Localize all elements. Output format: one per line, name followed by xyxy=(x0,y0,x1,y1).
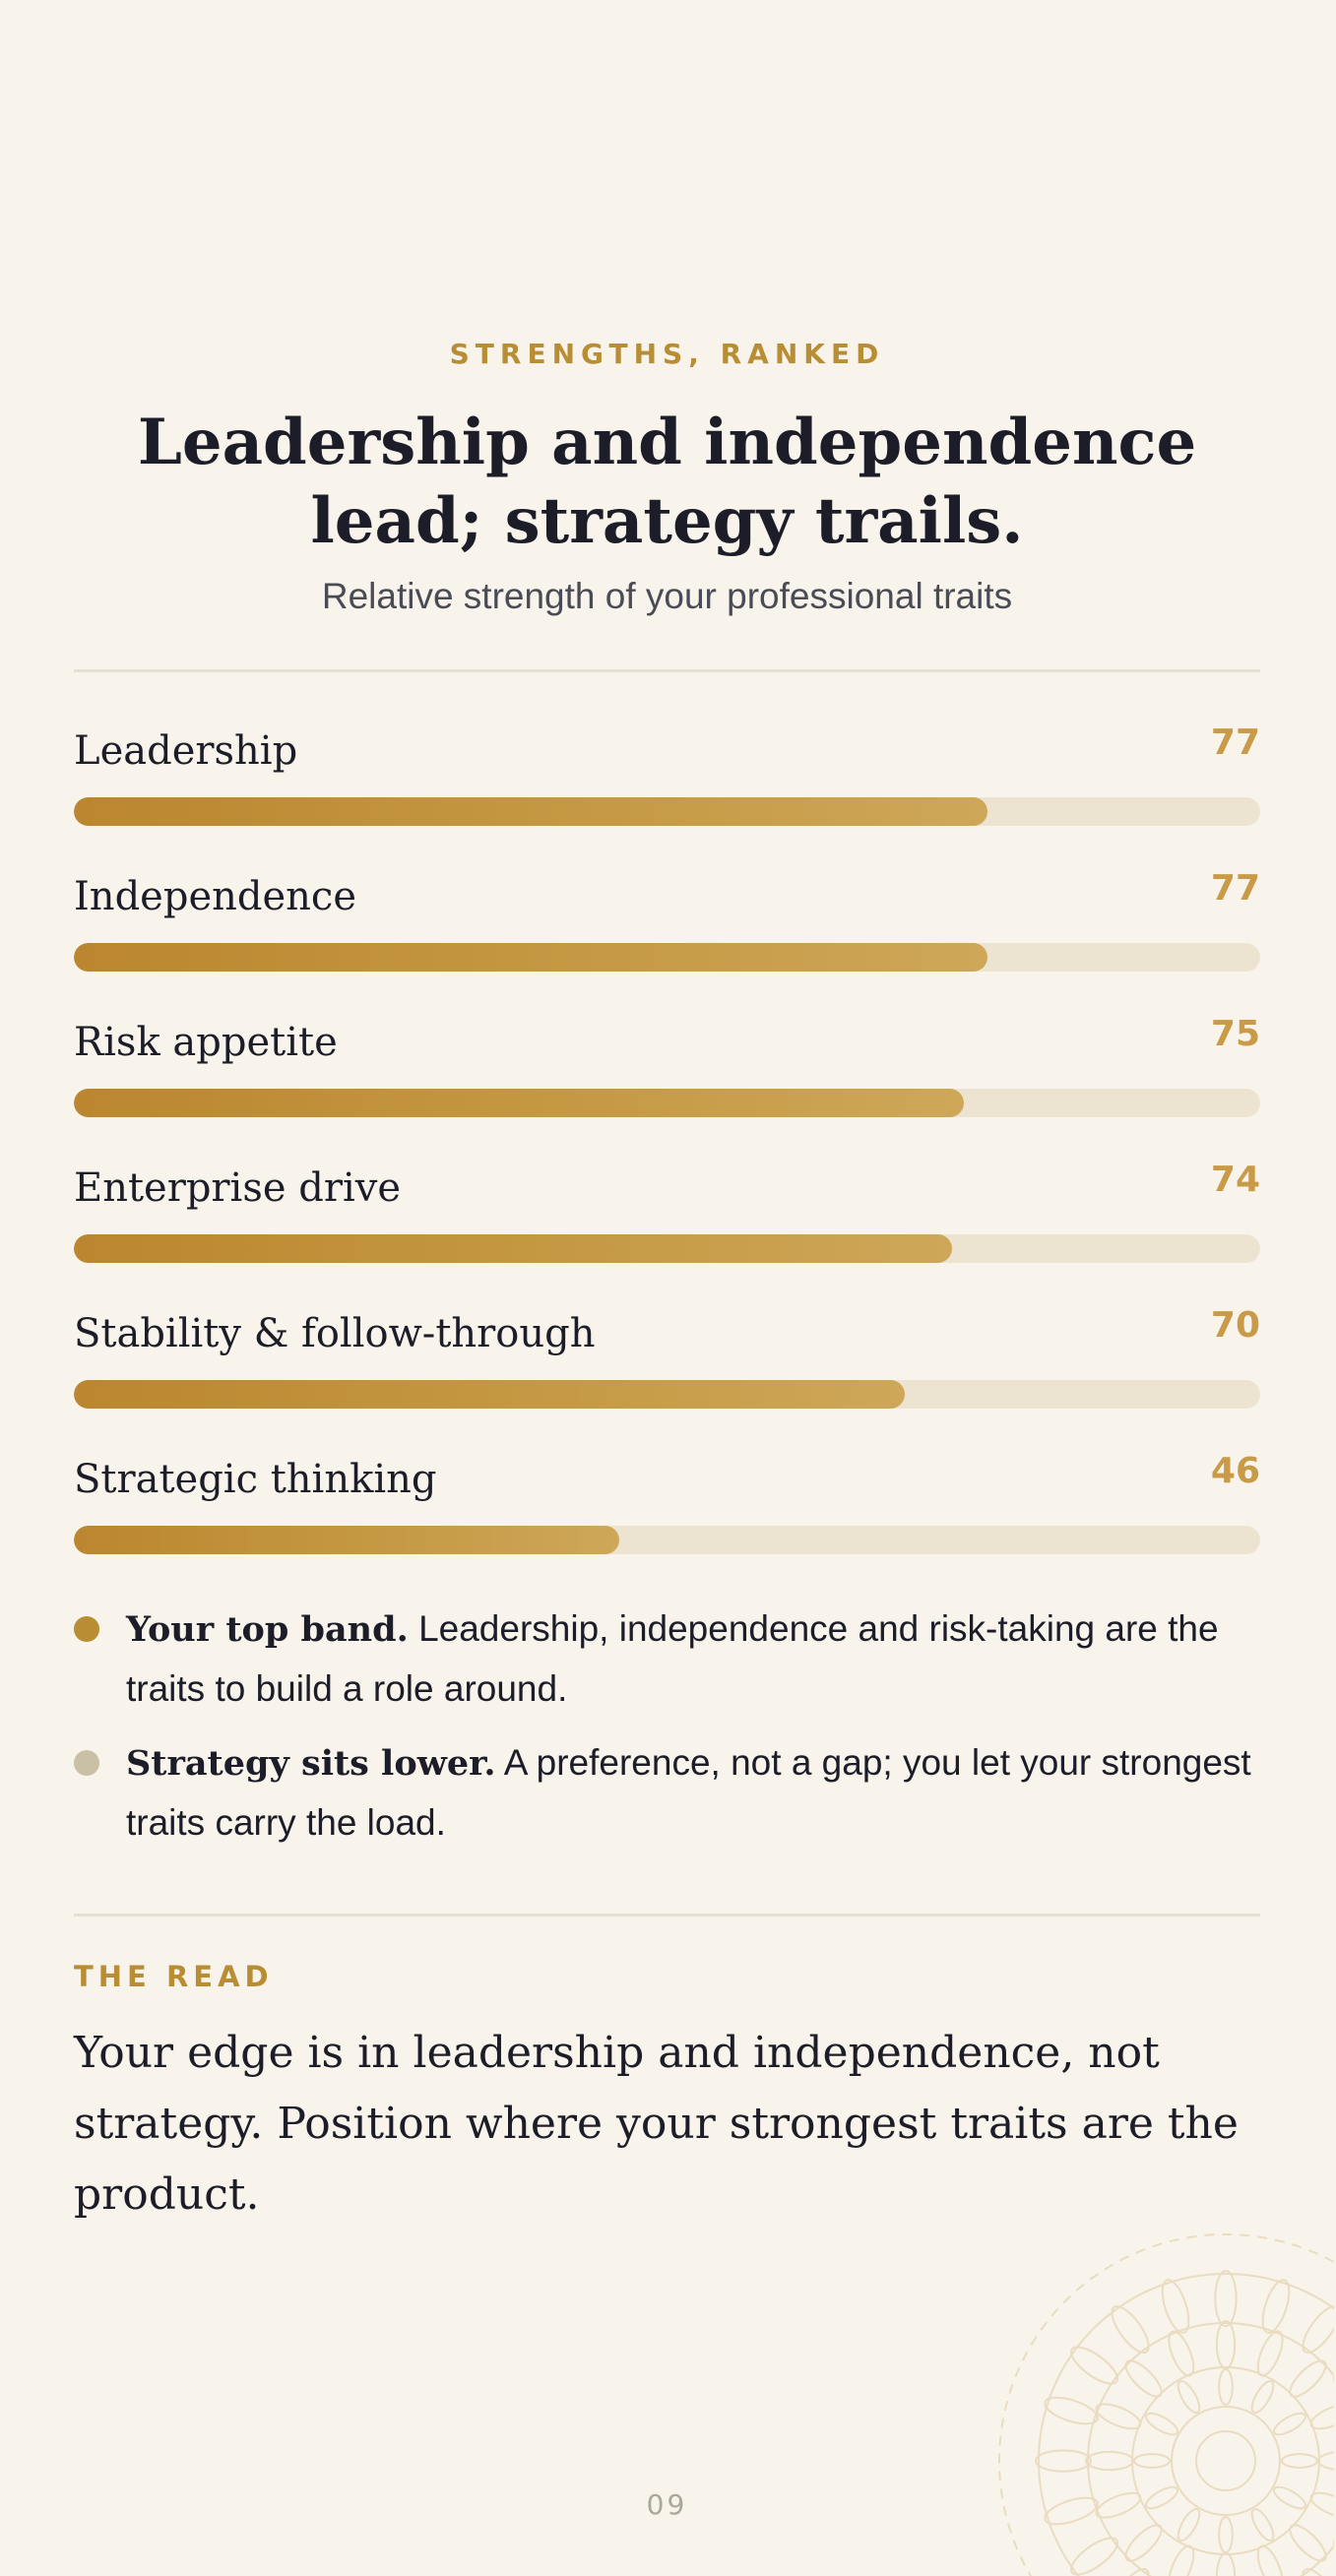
trait-bar-track xyxy=(74,1089,1260,1117)
trait-row: Leadership 77 xyxy=(74,723,1260,837)
trait-bar-fill xyxy=(74,1234,952,1263)
trait-row: Enterprise drive 74 xyxy=(74,1160,1260,1274)
trait-bar-fill xyxy=(74,943,987,972)
trait-bar-fill xyxy=(74,1380,905,1409)
trait-label: Leadership xyxy=(74,728,298,774)
page-title-line-1: Leadership and independence xyxy=(137,406,1197,479)
trait-score: 75 xyxy=(1210,1014,1260,1054)
note-text: A preference, not a gap; you let your st… xyxy=(126,1742,1251,1843)
page-subtitle: Relative strength of your professional t… xyxy=(321,576,1013,616)
trait-score: 77 xyxy=(1210,868,1260,909)
trait-bar-track xyxy=(74,1526,1260,1554)
trait-row: Independence 77 xyxy=(74,868,1260,982)
trait-bar-track xyxy=(74,797,1260,826)
page-title: Leadership and independence lead; strate… xyxy=(74,404,1260,561)
trait-score: 74 xyxy=(1210,1160,1260,1200)
trait-label: Enterprise drive xyxy=(74,1165,402,1211)
divider xyxy=(74,1914,1260,1916)
notes-list: Your top band. Leadership, independence … xyxy=(74,1600,1260,1867)
trait-row: Stability & follow-through 70 xyxy=(74,1305,1260,1419)
note-lead: Strategy sits lower. xyxy=(126,1743,496,1784)
trait-label: Strategic thinking xyxy=(74,1457,437,1502)
note-strategy: Strategy sits lower. A preference, not a… xyxy=(74,1733,1260,1853)
section-eyebrow: STRENGTHS, RANKED xyxy=(449,338,885,370)
trait-row: Strategic thinking 46 xyxy=(74,1451,1260,1565)
note-dot-icon xyxy=(74,1616,99,1642)
trait-bar-track xyxy=(74,1234,1260,1263)
trait-label: Stability & follow-through xyxy=(74,1311,596,1356)
trait-bar-fill xyxy=(74,1089,964,1117)
trait-bar-fill xyxy=(74,1526,620,1554)
note-text: Leadership, independence and risk-taking… xyxy=(126,1608,1219,1709)
trait-bar-track xyxy=(74,943,1260,972)
page-number: 09 xyxy=(646,2488,688,2521)
note-dot-icon xyxy=(74,1750,99,1776)
trait-label: Risk appetite xyxy=(74,1020,338,1065)
trait-bar-track xyxy=(74,1380,1260,1409)
read-text: Your edge is in leadership and independe… xyxy=(74,2028,1239,2220)
mandala-ornament-icon xyxy=(998,2233,1334,2576)
trait-label: Independence xyxy=(74,874,356,919)
page-title-line-2: lead; strategy trails. xyxy=(310,484,1024,558)
page: STRENGTHS, RANKED Leadership and indepen… xyxy=(74,0,1260,2576)
trait-score: 77 xyxy=(1210,723,1260,763)
read-label: THE READ xyxy=(74,1960,274,1993)
trait-bar-fill xyxy=(74,797,987,826)
trait-score: 46 xyxy=(1210,1451,1260,1491)
note-top-band: Your top band. Leadership, independence … xyxy=(74,1600,1260,1719)
divider xyxy=(74,669,1260,672)
note-lead: Your top band. xyxy=(126,1609,409,1650)
trait-row: Risk appetite 75 xyxy=(74,1014,1260,1128)
trait-score: 70 xyxy=(1210,1305,1260,1346)
